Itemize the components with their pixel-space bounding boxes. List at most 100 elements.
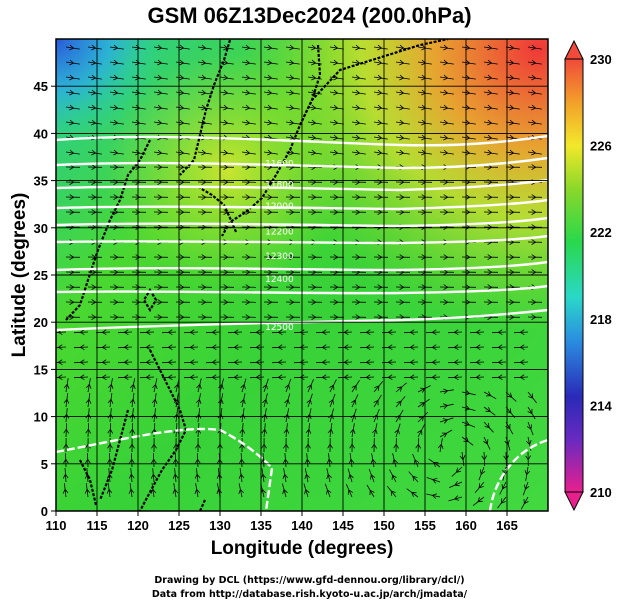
contour-label: 12000	[265, 202, 294, 212]
streamline-arrow	[157, 74, 163, 81]
streamline-arrow	[245, 44, 251, 51]
streamline-arrow	[483, 439, 489, 445]
streamline-arrow	[223, 74, 229, 81]
streamline-arrow	[519, 359, 525, 366]
streamline-arrow	[145, 374, 151, 381]
streamline-arrow	[531, 59, 537, 66]
streamline-arrow	[370, 458, 377, 464]
streamline-arrow	[481, 455, 488, 461]
streamline-arrow	[167, 374, 173, 381]
streamline-arrow	[531, 104, 537, 111]
streamline-arrow	[267, 119, 273, 126]
streamline-arrow	[417, 429, 423, 435]
y-tick-label: 0	[41, 504, 48, 519]
streamline-arrow	[431, 493, 438, 499]
streamline-arrow	[157, 254, 163, 260]
streamline-arrow	[223, 314, 229, 320]
streamline-arrow	[328, 399, 335, 405]
streamline-arrow	[289, 284, 295, 290]
streamline-arrow	[128, 473, 135, 479]
streamline-arrow	[421, 74, 427, 81]
streamline-arrow	[392, 458, 398, 465]
streamline-arrow	[421, 209, 427, 215]
streamline-arrow	[267, 44, 273, 51]
streamline-arrow	[145, 359, 151, 366]
streamline-arrow	[150, 488, 157, 494]
streamline-arrow	[329, 384, 335, 390]
streamline-arrow	[421, 44, 427, 51]
streamline-arrow	[527, 408, 533, 415]
streamline-arrow	[509, 194, 515, 200]
streamline-arrow	[497, 359, 503, 366]
streamline-arrow	[399, 44, 405, 51]
streamline-arrow	[85, 443, 91, 449]
streamline-arrow	[238, 458, 245, 464]
streamline-arrow	[245, 104, 251, 111]
streamline-arrow	[113, 89, 119, 96]
streamline-arrow	[135, 104, 141, 111]
streamline-arrow	[443, 299, 449, 305]
colorbar-top-arrow	[564, 39, 584, 60]
streamline-arrow	[179, 44, 185, 51]
streamline-arrow	[349, 443, 355, 449]
streamline-arrow	[135, 284, 141, 290]
streamline-arrow	[475, 344, 481, 351]
streamline-arrow	[419, 402, 426, 408]
contour-label: 11800	[265, 180, 294, 190]
streamline-arrow	[311, 209, 317, 215]
streamline-arrow	[289, 314, 295, 320]
streamline-arrow	[201, 149, 207, 156]
streamline-arrow	[107, 458, 113, 464]
streamline-arrow	[487, 44, 493, 51]
streamline-arrow	[157, 164, 163, 170]
streamline-arrow	[245, 269, 251, 275]
streamline-arrow	[172, 473, 179, 479]
streamline-arrow	[255, 329, 261, 336]
colorbar-labels: 230 226 222 218 214 210	[590, 52, 612, 500]
streamline-arrow	[503, 455, 509, 461]
streamline-arrow	[409, 359, 415, 366]
streamline-arrow	[465, 149, 471, 156]
streamline-arrow	[465, 44, 471, 51]
streamline-arrow	[487, 254, 493, 260]
streamline-arrow	[387, 359, 393, 366]
streamline-arrow	[311, 119, 317, 126]
streamline-arrow	[63, 398, 70, 404]
streamline-arrow	[465, 119, 471, 126]
streamline-arrow	[509, 119, 515, 126]
streamline-arrow	[267, 194, 273, 200]
streamline-arrow	[223, 269, 229, 275]
streamline-arrow	[129, 428, 136, 434]
streamline-arrow	[113, 164, 119, 170]
streamline-arrow	[421, 119, 427, 126]
streamline-arrow	[487, 224, 493, 230]
streamline-arrow	[311, 194, 317, 200]
streamline-arrow	[374, 385, 380, 391]
streamline-arrow	[123, 374, 129, 381]
streamline-arrow	[201, 44, 207, 51]
streamline-arrow	[509, 44, 515, 51]
streamline-arrow	[479, 469, 486, 475]
streamline-arrow	[201, 89, 207, 96]
streamline-arrow	[306, 398, 312, 405]
streamline-arrow	[377, 104, 383, 111]
streamline-arrow	[372, 428, 378, 435]
streamline-arrow	[245, 299, 251, 305]
streamline-arrow	[475, 329, 481, 336]
streamline-arrow	[267, 104, 273, 111]
streamline-arrow	[157, 284, 163, 290]
streamline-arrow	[135, 209, 141, 215]
streamline-arrow	[179, 299, 185, 305]
streamline-arrow	[311, 314, 317, 320]
streamline-arrow	[311, 134, 317, 141]
axis-ticks: 110 115 120 125 130 135 140 145 150 155 160 165 0 5 10…	[34, 79, 518, 533]
streamline-arrow	[396, 400, 402, 406]
streamline-arrow	[531, 119, 537, 126]
streamline-arrow	[91, 119, 97, 126]
streamline-arrow	[531, 164, 537, 170]
contour-label: 12400	[265, 275, 294, 285]
streamline-arrow	[113, 254, 119, 260]
streamline-arrow	[62, 488, 69, 494]
streamline-arrow	[421, 59, 427, 66]
streamline-arrow	[311, 284, 317, 290]
